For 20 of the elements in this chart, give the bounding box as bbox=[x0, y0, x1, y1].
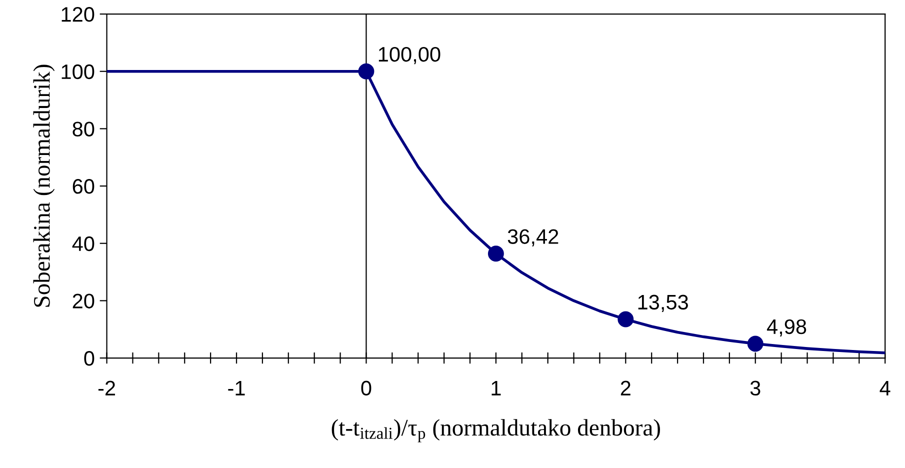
x-tick-label: 4 bbox=[880, 381, 890, 396]
y-tick-label: 80 bbox=[72, 122, 94, 136]
x-tick-label: -2 bbox=[98, 380, 116, 396]
y-tick-label: 40 bbox=[72, 236, 94, 252]
x-tick-label: -1 bbox=[228, 381, 245, 396]
y-tick-label: 100 bbox=[62, 64, 94, 80]
x-axis-title: (t-t$_{itzali}$)/τ$_{p}$ (normaldutako denbora) bbox=[332, 419, 660, 442]
data-label: 100,00 bbox=[378, 46, 440, 64]
x-tick-label: 0 bbox=[361, 380, 372, 396]
x-tick-label: 3 bbox=[750, 380, 760, 396]
data-label: 4,98 bbox=[766, 319, 806, 337]
y-tick-label: 60 bbox=[72, 179, 94, 194]
x-tick-label: 1 bbox=[492, 381, 501, 396]
data-label: 36,42 bbox=[508, 229, 558, 246]
y-tick-label: 20 bbox=[72, 294, 94, 308]
y-axis-title: Soberakina (normaldurik) bbox=[33, 64, 55, 307]
y-tick-label: 120 bbox=[62, 7, 94, 22]
x-tick-label: 2 bbox=[620, 380, 630, 396]
y-tick-label: 0 bbox=[84, 351, 94, 366]
data-label: 13,53 bbox=[638, 294, 688, 312]
